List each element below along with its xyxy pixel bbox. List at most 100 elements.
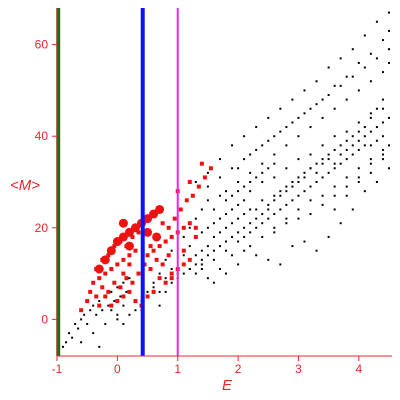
data-point — [71, 336, 74, 339]
data-point — [273, 176, 276, 179]
data-point — [194, 263, 197, 266]
data-point — [333, 185, 336, 188]
data-point — [65, 341, 68, 344]
data-point — [194, 272, 197, 275]
data-point — [333, 148, 336, 151]
data-point — [333, 135, 336, 138]
data-point — [243, 158, 246, 161]
data-point — [321, 162, 324, 165]
axes — [52, 8, 392, 361]
data-point — [116, 318, 119, 321]
data-point — [387, 11, 390, 14]
data-point — [88, 289, 93, 294]
data-point — [100, 255, 110, 265]
data-point — [170, 249, 173, 252]
data-point — [255, 254, 258, 257]
x-tick-label: 0 — [114, 362, 121, 376]
data-point — [122, 304, 125, 307]
data-point — [163, 280, 168, 285]
data-point — [267, 167, 270, 170]
data-point — [218, 245, 221, 248]
data-point — [231, 194, 234, 197]
data-point — [249, 222, 252, 225]
data-point — [164, 277, 167, 280]
data-point — [261, 199, 264, 202]
data-point — [200, 263, 203, 266]
data-point — [225, 199, 228, 202]
data-point — [303, 171, 306, 174]
data-point — [243, 185, 246, 188]
data-point — [273, 226, 276, 229]
data-point — [157, 276, 162, 281]
data-point — [225, 190, 228, 193]
data-point — [166, 225, 171, 230]
data-point — [243, 213, 246, 216]
data-point — [273, 135, 276, 138]
data-point — [118, 285, 123, 290]
data-point — [127, 262, 132, 267]
data-point — [206, 245, 209, 248]
data-point — [178, 207, 183, 212]
data-point — [158, 290, 161, 293]
data-point — [225, 226, 228, 229]
data-point — [285, 167, 288, 170]
data-point — [339, 84, 342, 87]
data-point — [333, 194, 336, 197]
data-point — [121, 294, 126, 299]
data-point — [169, 234, 174, 239]
data-point — [297, 194, 300, 197]
data-point — [357, 139, 360, 142]
data-point — [255, 176, 258, 179]
data-point — [321, 98, 324, 101]
data-point — [249, 153, 252, 156]
data-point — [212, 208, 215, 211]
data-point — [321, 203, 324, 206]
data-point — [249, 208, 252, 211]
data-point — [255, 148, 258, 151]
data-point — [187, 257, 192, 262]
data-point — [212, 222, 215, 225]
data-point — [86, 322, 89, 325]
data-point — [309, 126, 312, 129]
data-point — [327, 235, 330, 238]
data-point — [363, 144, 366, 147]
data-point — [231, 144, 234, 147]
data-point — [381, 121, 384, 124]
data-point — [169, 276, 174, 281]
data-point — [155, 204, 165, 214]
data-point — [315, 249, 318, 252]
data-point — [363, 190, 366, 193]
data-point — [339, 162, 342, 165]
data-point — [184, 198, 189, 203]
data-point — [104, 322, 107, 325]
data-point — [218, 158, 221, 161]
data-point — [285, 126, 288, 129]
data-point — [249, 190, 252, 193]
data-point — [200, 231, 203, 234]
data-point — [157, 244, 162, 249]
data-point — [363, 135, 366, 138]
data-point — [261, 171, 264, 174]
data-point — [351, 48, 354, 51]
data-point — [218, 194, 221, 197]
data-point — [345, 75, 348, 78]
data-point — [267, 203, 270, 206]
data-point — [363, 34, 366, 37]
data-point — [255, 126, 258, 129]
data-point — [243, 226, 246, 229]
data-point — [345, 130, 348, 133]
data-point — [309, 153, 312, 156]
data-point — [285, 144, 288, 147]
data-point — [164, 258, 167, 261]
data-point — [106, 246, 116, 256]
data-point — [351, 75, 354, 78]
data-point — [194, 254, 197, 257]
data-point — [116, 286, 119, 289]
data-point — [345, 158, 348, 161]
data-point — [212, 281, 215, 284]
data-point — [327, 171, 330, 174]
data-point — [327, 158, 330, 161]
data-point — [357, 181, 360, 183]
data-point — [106, 289, 111, 294]
data-point — [208, 166, 213, 171]
